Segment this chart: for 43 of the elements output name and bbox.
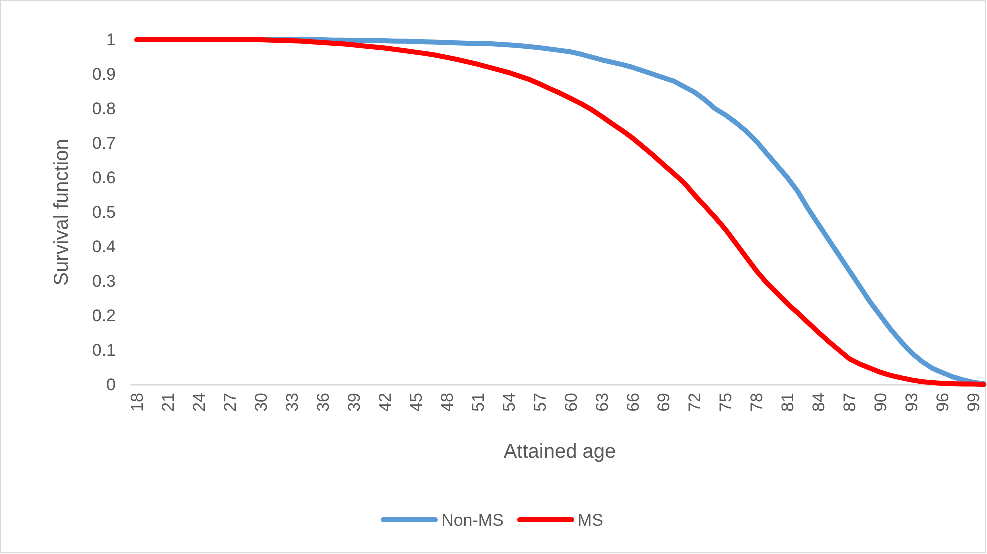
y-tick-label: 0.7	[92, 134, 116, 153]
x-tick-label: 90	[872, 393, 891, 412]
x-tick-label: 48	[438, 393, 457, 412]
x-tick-label: 78	[748, 393, 767, 412]
x-tick-label: 81	[778, 393, 798, 412]
x-tick-label: 93	[902, 393, 922, 412]
y-tick-label: 1	[106, 30, 116, 50]
x-tick-label: 36	[314, 393, 333, 412]
y-tick-label: 0.6	[92, 168, 116, 188]
y-axis-title: Survival function	[51, 139, 73, 286]
y-tick-label: 0.4	[92, 237, 116, 256]
x-tick-label: 66	[624, 393, 643, 412]
x-tick-label: 60	[562, 393, 581, 412]
x-tick-label: 18	[128, 393, 147, 412]
x-tick-label: 24	[190, 393, 209, 412]
x-tick-label: 99	[964, 393, 984, 412]
x-tick-label: 69	[654, 393, 674, 412]
x-tick-label: 57	[530, 393, 550, 412]
x-tick-label: 33	[282, 393, 302, 412]
y-tick-label: 0.3	[92, 272, 116, 291]
y-tick-label: 0.8	[92, 99, 116, 118]
x-tick-label: 30	[252, 393, 271, 412]
legend-label: MS	[578, 511, 604, 530]
y-tick-label: 0.9	[92, 64, 116, 84]
y-tick-label: 0.5	[92, 202, 116, 222]
x-tick-label: 21	[158, 393, 178, 412]
x-tick-label: 45	[406, 393, 426, 412]
y-tick-label: 0.2	[92, 306, 116, 326]
x-tick-label: 96	[934, 393, 953, 412]
legend-label: Non-MS	[442, 511, 504, 530]
x-tick-label: 51	[468, 393, 488, 412]
x-tick-label: 63	[592, 393, 612, 412]
x-tick-label: 72	[686, 393, 705, 412]
x-axis-title: Attained age	[504, 441, 616, 463]
y-tick-label: 0.1	[92, 340, 116, 360]
x-tick-label: 39	[344, 393, 364, 412]
x-tick-label: 27	[220, 393, 240, 412]
x-tick-label: 87	[840, 393, 860, 412]
x-tick-label: 75	[716, 393, 736, 412]
y-tick-label: 0	[106, 375, 116, 394]
x-tick-label: 54	[500, 393, 519, 412]
x-tick-label: 42	[376, 393, 395, 412]
x-tick-label: 84	[810, 393, 829, 412]
